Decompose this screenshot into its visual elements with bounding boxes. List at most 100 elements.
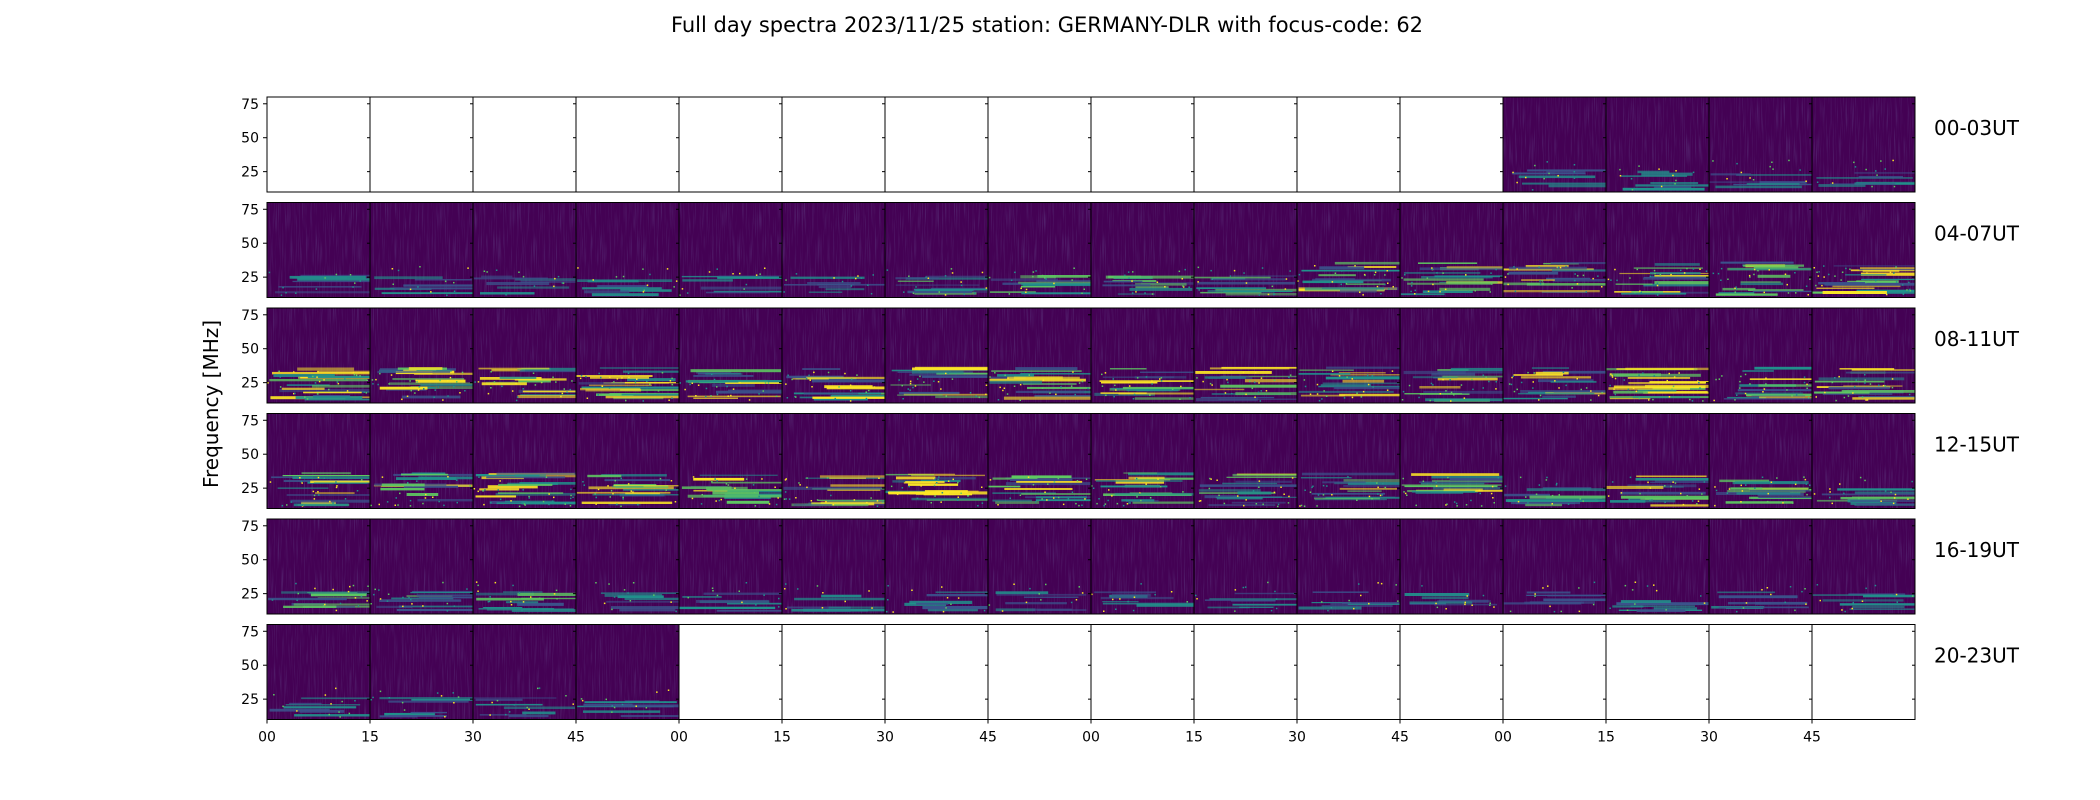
burst-dot: [1616, 279, 1618, 282]
interference-band: [521, 501, 576, 505]
burst-dot: [1273, 293, 1275, 296]
burst-dot: [1180, 385, 1182, 388]
interference-band: [1526, 283, 1606, 286]
burst-dot: [315, 288, 318, 290]
interference-band: [408, 367, 443, 370]
interference-band: [398, 605, 473, 608]
burst-dot: [1380, 582, 1383, 585]
burst-dot: [1692, 268, 1695, 270]
burst-dot: [1565, 384, 1567, 387]
burst-dot: [1482, 374, 1485, 376]
burst-dot: [401, 701, 404, 704]
interference-band: [899, 391, 960, 395]
burst-dot: [1642, 372, 1644, 374]
burst-dot: [997, 399, 1000, 401]
burst-dot: [1895, 593, 1898, 596]
interference-band: [606, 600, 679, 603]
interference-band: [1850, 500, 1915, 502]
interference-band: [514, 474, 546, 477]
burst-dot: [1368, 495, 1371, 498]
burst-dot: [795, 497, 797, 499]
burst-dot: [1260, 377, 1263, 379]
burst-dot: [675, 610, 677, 613]
burst-dot: [1372, 386, 1374, 388]
burst-dot: [1864, 382, 1866, 384]
interference-band: [1615, 283, 1653, 285]
burst-dot: [1353, 607, 1355, 610]
interference-band: [1022, 283, 1091, 287]
burst-dot: [777, 497, 779, 499]
spectrum-panel: [1090, 202, 1195, 298]
burst-dot: [1132, 398, 1135, 400]
interference-band: [1338, 372, 1386, 374]
burst-dot: [489, 714, 491, 716]
burst-dot: [1749, 177, 1751, 179]
burst-dot: [1331, 281, 1334, 283]
interference-band: [1841, 390, 1915, 393]
interference-band: [583, 710, 661, 713]
burst-dot: [1210, 478, 1212, 480]
interference-band: [1321, 605, 1393, 607]
burst-dot: [1311, 486, 1313, 489]
burst-dot: [1379, 494, 1382, 497]
burst-dot: [849, 400, 852, 402]
burst-dot: [1465, 274, 1467, 276]
spectrum-panel: [884, 624, 989, 720]
burst-dot: [298, 377, 301, 379]
interference-band: [1339, 393, 1400, 397]
spectrum-panel: [884, 518, 989, 615]
interference-band: [909, 491, 988, 495]
burst-dot: [635, 705, 637, 707]
burst-dot: [388, 383, 390, 385]
interference-band: [1298, 390, 1394, 393]
burst-dot: [1668, 396, 1671, 398]
burst-dot: [764, 382, 767, 384]
burst-dot: [1629, 277, 1631, 279]
burst-dot: [1107, 499, 1109, 502]
interference-band: [685, 380, 739, 383]
spectrum-panel: [987, 518, 1092, 615]
burst-dot: [347, 590, 350, 593]
burst-dot: [1460, 384, 1463, 386]
interference-band: [1431, 475, 1503, 479]
burst-dot: [1511, 376, 1513, 379]
burst-dot: [488, 600, 491, 603]
burst-dot: [1794, 272, 1796, 274]
burst-dot: [1159, 486, 1162, 488]
interference-band: [1447, 281, 1498, 284]
interference-band: [1312, 591, 1369, 593]
interference-band: [1011, 475, 1072, 479]
interference-band: [294, 714, 370, 717]
burst-dot: [1623, 379, 1625, 381]
burst-dot: [1081, 380, 1084, 383]
y-tick-label: 25: [241, 165, 259, 181]
interference-band: [1654, 479, 1709, 483]
burst-dot: [890, 485, 893, 488]
burst-dot: [1195, 594, 1197, 597]
interference-band: [1814, 380, 1885, 383]
interference-band: [920, 479, 961, 482]
burst-dot: [1560, 610, 1562, 613]
interference-band: [1730, 268, 1812, 271]
burst-dot: [755, 604, 757, 606]
burst-dot: [352, 371, 355, 374]
interference-band: [1232, 473, 1297, 477]
burst-dot: [748, 399, 751, 401]
interference-band: [1128, 476, 1165, 479]
burst-dot: [960, 281, 962, 283]
burst-dot: [1450, 391, 1453, 394]
burst-dot: [1801, 590, 1803, 593]
burst-dot: [1902, 293, 1905, 295]
burst-dot: [960, 492, 962, 494]
interference-band: [475, 698, 523, 701]
interference-band: [624, 597, 679, 601]
burst-dot: [508, 711, 511, 713]
interference-band: [1209, 376, 1249, 378]
burst-dot: [1127, 271, 1130, 273]
burst-dot: [985, 384, 988, 386]
interference-band: [1717, 591, 1776, 594]
burst-dot: [430, 291, 432, 293]
burst-dot: [280, 294, 283, 296]
burst-dot: [553, 593, 556, 595]
burst-dot: [1556, 266, 1559, 269]
